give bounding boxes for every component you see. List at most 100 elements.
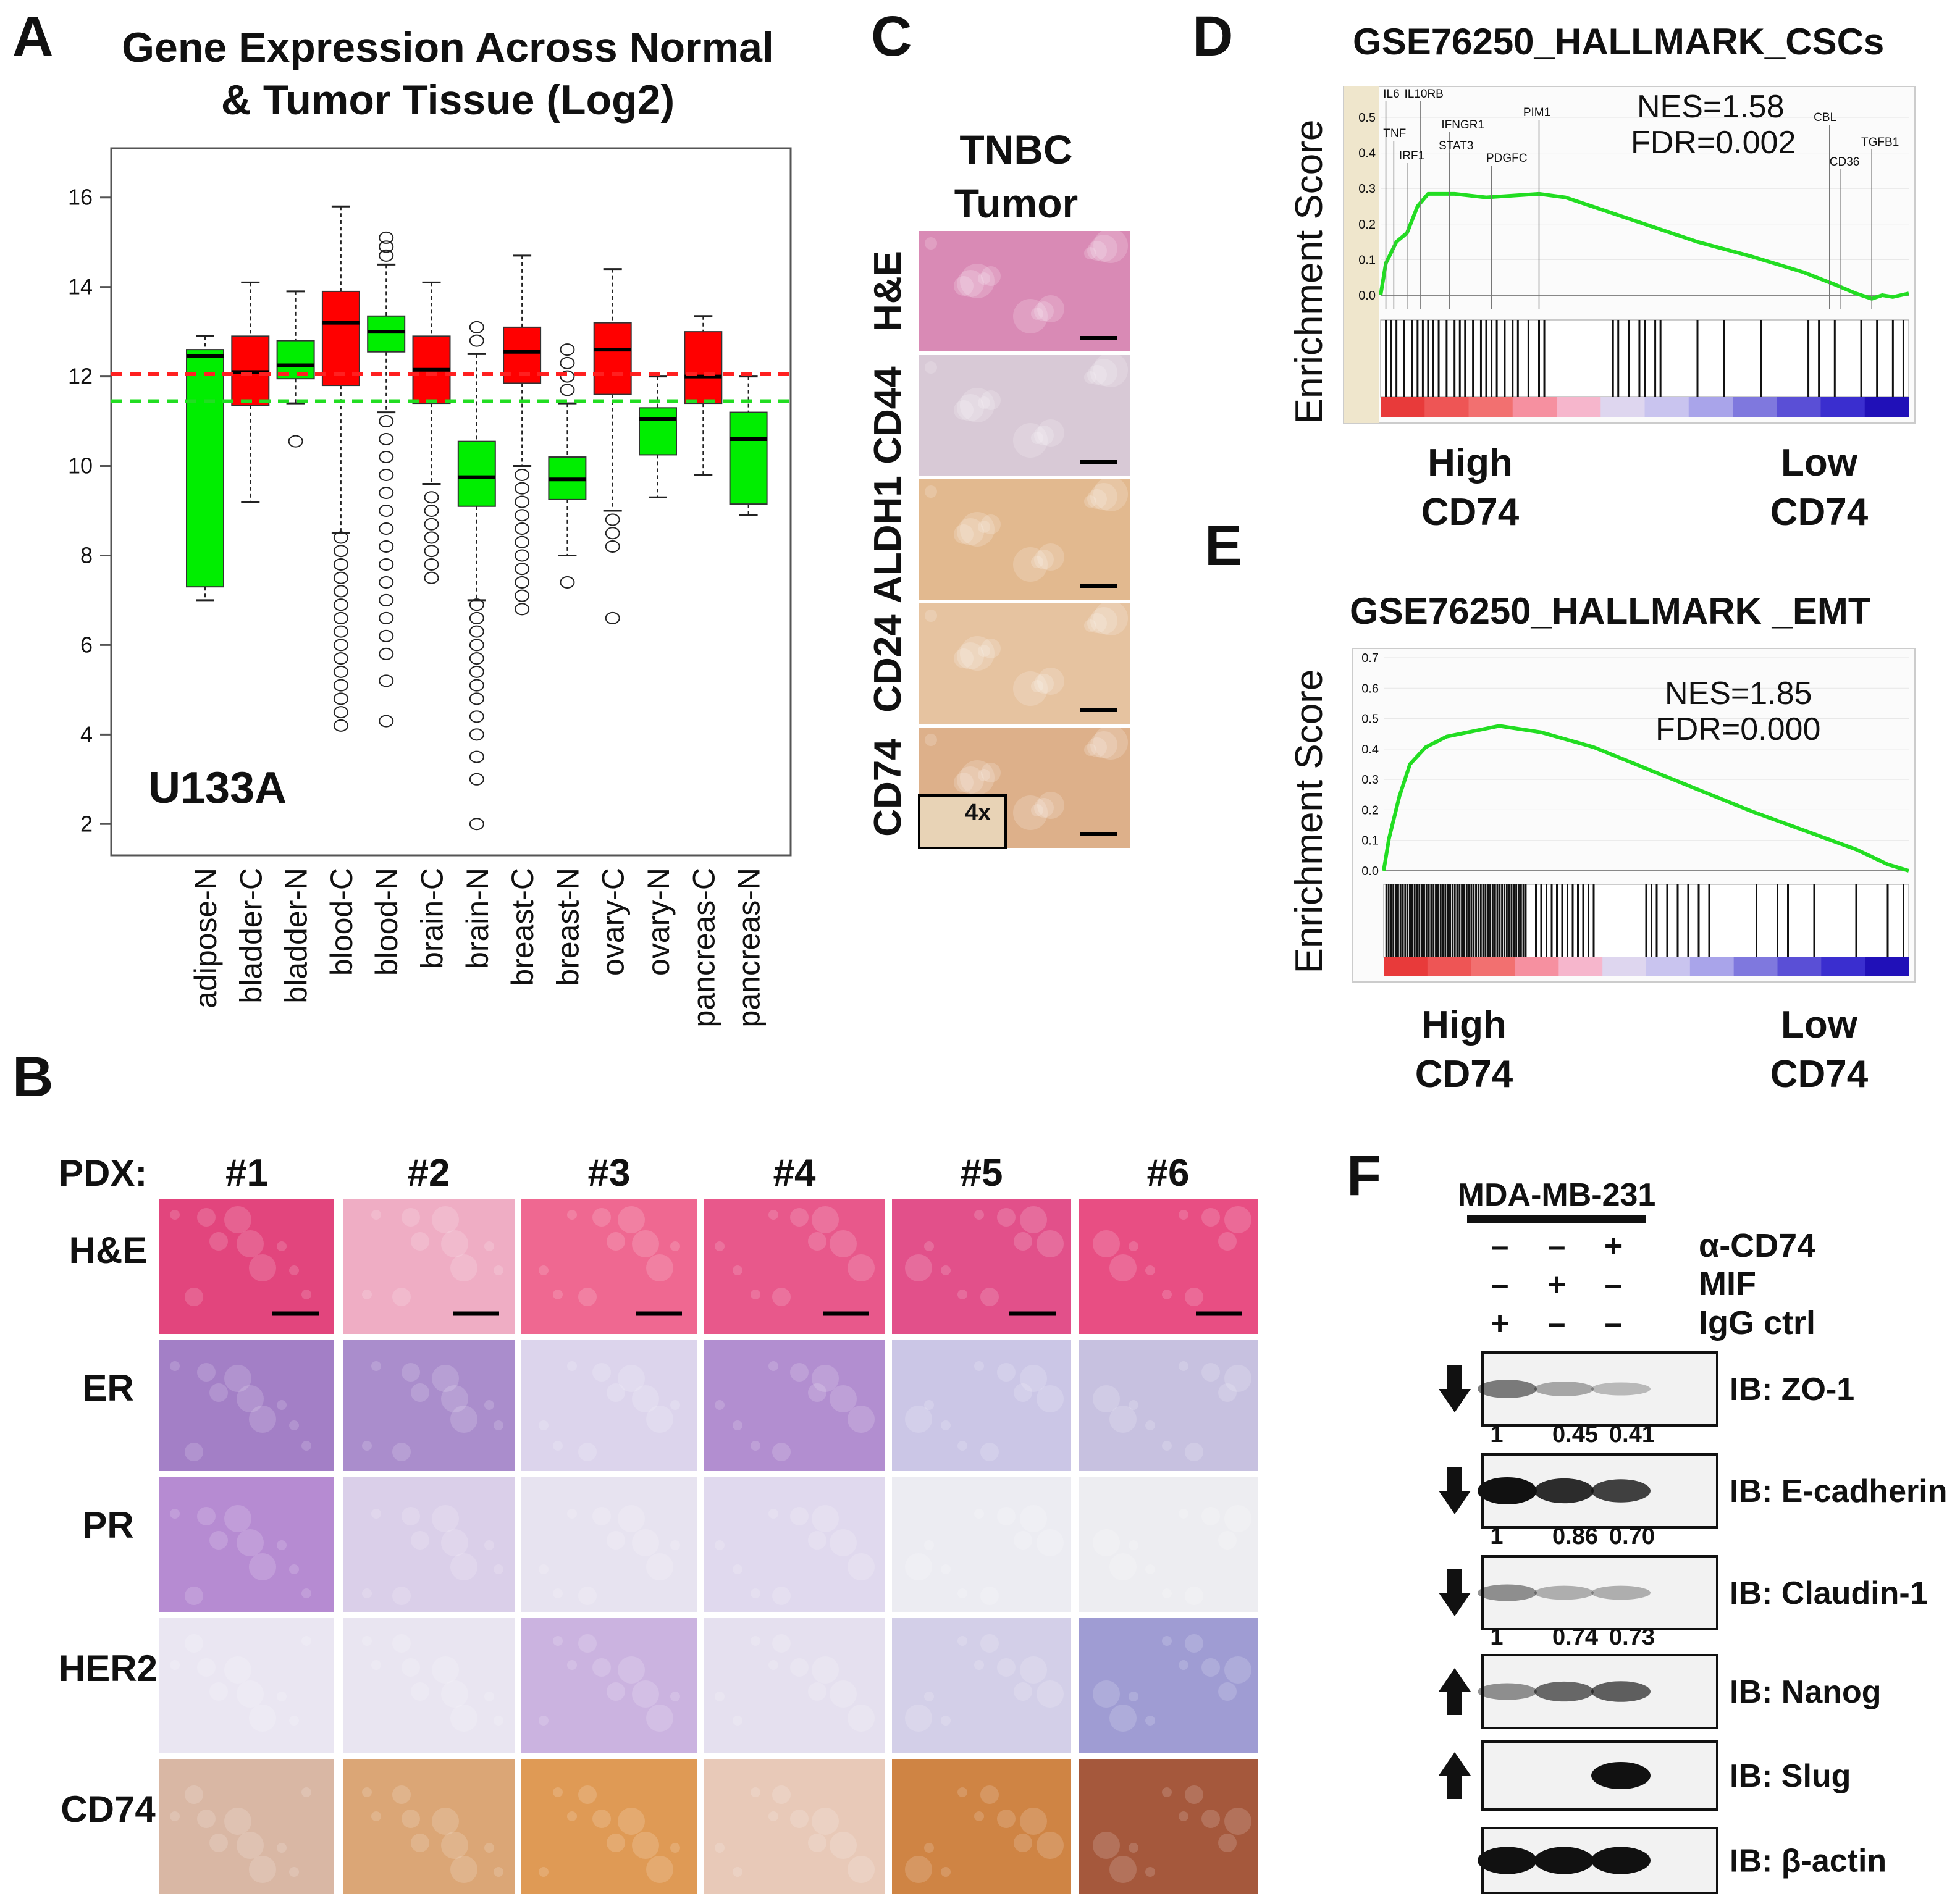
texture-spot	[1037, 1230, 1064, 1257]
pdx-image-pr-3	[521, 1477, 697, 1612]
leading-gene-label: PIM1	[1523, 106, 1550, 119]
stain-tile	[704, 1759, 885, 1894]
category-label-ovary-c: ovary-C	[596, 868, 631, 976]
pdx-image-h-e-2	[343, 1199, 515, 1334]
blot-label: IB: Nanog	[1730, 1674, 1882, 1710]
band-quantification: 0.45	[1552, 1422, 1598, 1448]
box-brain-c	[412, 281, 451, 584]
pdx-row-label-her2: HER2	[59, 1648, 158, 1689]
texture-spot	[539, 1867, 549, 1877]
texture-spot	[905, 1705, 932, 1732]
texture-spot	[1013, 671, 1048, 706]
outlier-point	[379, 231, 394, 244]
texture-spot	[812, 1808, 839, 1835]
texture-spot	[170, 1811, 180, 1821]
pdx-column-4: #4	[773, 1152, 816, 1194]
texture-spot	[670, 1843, 680, 1853]
texture-spot	[618, 1505, 645, 1532]
rank-gradient-segment	[1733, 397, 1778, 417]
rank-gradient-segment	[1689, 957, 1735, 976]
condition-sign: –	[1491, 1228, 1509, 1264]
texture-spot	[1037, 1529, 1064, 1556]
texture-spot	[957, 270, 984, 297]
outlier-point	[515, 469, 530, 482]
leading-gene-label: IRF1	[1399, 149, 1424, 162]
outlier-point	[379, 240, 394, 253]
texture-spot	[197, 1208, 216, 1227]
texture-spot	[646, 1856, 673, 1883]
texture-spot	[1218, 1383, 1237, 1402]
texture-spot	[954, 648, 974, 668]
texture-spot	[411, 1232, 429, 1251]
texture-spot	[1034, 798, 1054, 818]
es-tick-label: 0.0	[1358, 289, 1376, 303]
blot-label: IB: Slug	[1730, 1758, 1851, 1794]
texture-spot	[402, 1810, 420, 1828]
texture-spot	[553, 1290, 563, 1299]
outlier-point	[379, 249, 394, 262]
outlier-point	[333, 639, 348, 652]
es-tick-label: 0.4	[1361, 743, 1379, 757]
texture-spot	[1020, 1808, 1047, 1835]
texture-spot	[301, 1787, 311, 1797]
texture-spot	[402, 1208, 420, 1227]
texture-spot	[733, 1716, 742, 1726]
condition-label-mif: MIF	[1699, 1265, 1756, 1302]
texture-spot	[362, 1636, 372, 1646]
rank-gradient-segment	[1646, 957, 1691, 976]
texture-spot	[941, 1265, 951, 1275]
texture-spot	[224, 1656, 251, 1684]
texture-spot	[185, 1785, 203, 1804]
box-blood-c	[321, 205, 360, 732]
texture-spot	[941, 1867, 951, 1877]
texture-spot	[1084, 247, 1096, 259]
texture-spot	[980, 1785, 999, 1804]
outlier-point	[469, 773, 484, 786]
texture-spot	[751, 1290, 760, 1299]
outlier-point	[333, 679, 348, 692]
texture-spot	[277, 1843, 287, 1853]
blot-ib-e-cadherin: IB: E-cadherin 1 0.86 0.70	[1439, 1453, 1948, 1550]
texture-spot	[371, 1811, 381, 1821]
texture-spot	[1031, 556, 1043, 568]
texture-spot	[224, 1206, 251, 1233]
texture-spot	[957, 642, 984, 669]
texture-spot	[632, 1832, 659, 1859]
texture-spot	[848, 1856, 875, 1883]
stain-image	[919, 603, 1130, 724]
texture-spot	[751, 1787, 760, 1797]
y-tick-label: 4	[80, 721, 93, 747]
texture-spot	[830, 1230, 857, 1257]
pdx-image-cd74-1	[159, 1759, 334, 1894]
texture-spot	[751, 1588, 760, 1598]
texture-spot	[1014, 1383, 1032, 1402]
outlier-point	[515, 509, 530, 522]
texture-spot	[981, 390, 1001, 410]
iqr-box	[684, 331, 723, 405]
pdx-image-er-3	[521, 1340, 697, 1471]
texture-spot	[170, 1660, 180, 1670]
es-tick-label: 0.0	[1361, 865, 1379, 878]
texture-spot	[402, 1658, 420, 1677]
texture-spot	[954, 773, 974, 792]
pdx-image-cd74-4	[704, 1759, 885, 1894]
texture-spot	[185, 1634, 203, 1653]
texture-spot	[237, 1385, 264, 1412]
enrichment-curve	[1382, 724, 1909, 873]
panel-a-title-line1: Gene Expression Across Normal	[122, 24, 774, 71]
boxplot-reference-lines	[111, 372, 791, 403]
stain-tile	[1079, 1477, 1258, 1612]
panel-b: B PDX: #1 #2 #3 #4 #5 #6 H&E ER PR HER2 CD74	[12, 1046, 1258, 1894]
leading-gene-label: TGFB1	[1861, 136, 1899, 149]
rank-gradient-segment	[1821, 957, 1866, 976]
panel-a: A Gene Expression Across Normal & Tumor …	[12, 5, 792, 1027]
pdx-image-h-e-1	[159, 1199, 334, 1334]
stain-row-cd74: CD74	[867, 725, 1130, 848]
band-quantification: 0.73	[1609, 1624, 1655, 1650]
rank-gradient-segment	[1777, 957, 1822, 976]
texture-spot	[553, 1787, 563, 1797]
texture-spot	[1014, 1682, 1032, 1701]
texture-spot	[978, 521, 990, 533]
texture-spot	[567, 1660, 577, 1670]
rank-gradient-segment	[1600, 397, 1646, 417]
